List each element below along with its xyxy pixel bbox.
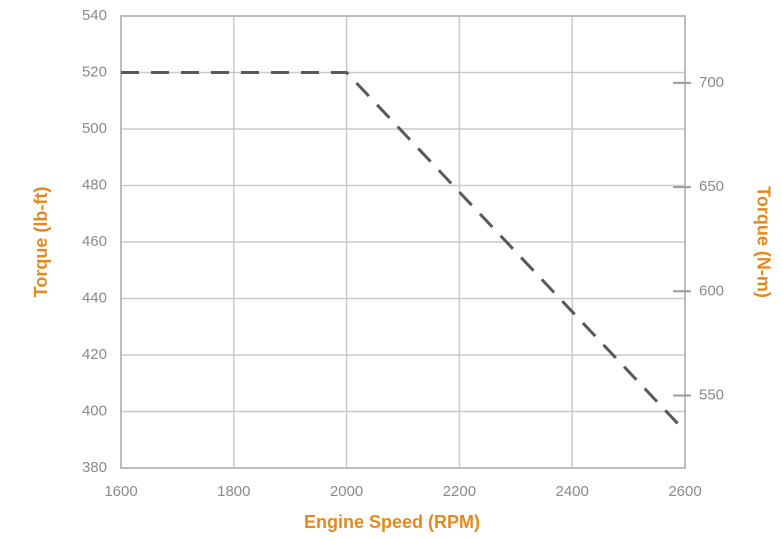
y-tick-label: 520 (82, 63, 107, 80)
y-tick-label: 400 (82, 402, 107, 419)
plot-frame (120, 15, 686, 469)
y-tick-label: 460 (82, 233, 107, 250)
x-tick-label: 2600 (668, 483, 701, 500)
x-tick-label: 2200 (443, 483, 476, 500)
x-tick-label: 2000 (330, 483, 363, 500)
y-tick-label: 380 (82, 459, 107, 476)
y-tick-label: 500 (82, 120, 107, 137)
y-tick-label: 420 (82, 346, 107, 363)
data-line (121, 71, 687, 433)
y-tick-label: 480 (82, 176, 107, 193)
x-tick-label: 1800 (217, 483, 250, 500)
x-axis-title: Engine Speed (RPM) (304, 512, 480, 532)
y2-tick-label: 600 (699, 282, 724, 299)
y2-tick-label: 650 (699, 178, 724, 195)
y2-tick-label: 550 (699, 386, 724, 403)
x-tick-label: 1600 (104, 483, 137, 500)
x-tick-label: 2400 (556, 483, 589, 500)
y2-tick-label: 700 (699, 74, 724, 91)
y2-axis-title: Torque (N-m) (753, 186, 773, 298)
y-tick-label: 440 (82, 289, 107, 306)
y-axis-title: Torque (lb-ft) (31, 187, 51, 298)
y-tick-label: 540 (82, 7, 107, 24)
